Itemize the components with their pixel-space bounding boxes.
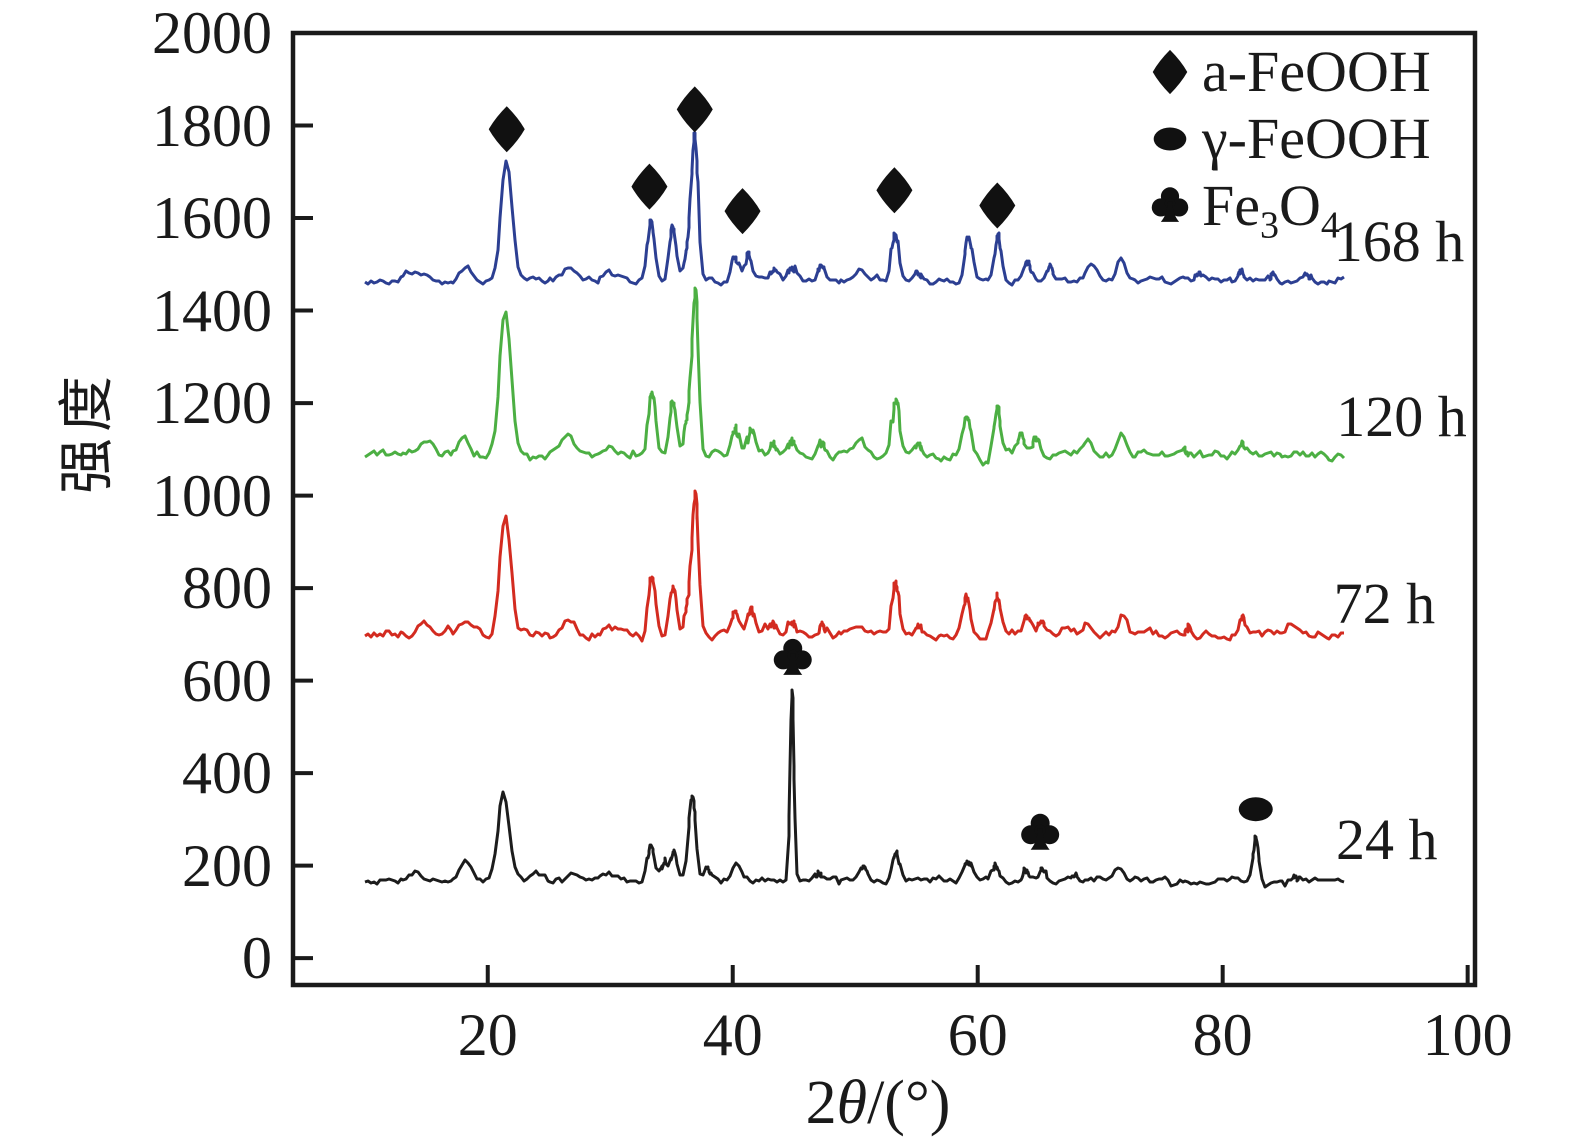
diamond-marker <box>724 188 761 235</box>
xrd-curve-120h <box>364 286 1346 467</box>
xrd-curve-72h <box>364 489 1344 643</box>
series-label-120h: 120 h <box>1336 383 1467 449</box>
x-tick-label: 100 <box>1422 1002 1513 1068</box>
y-tick-label: 400 <box>182 740 272 807</box>
x-tick-label: 20 <box>457 1002 518 1068</box>
legend-item-gamma-feooh: γ-FeOOH <box>1146 106 1566 171</box>
y-tick-label: 1800 <box>152 92 272 159</box>
y-tick-label: 1200 <box>152 370 272 437</box>
series-label-168h: 168 h <box>1333 209 1465 275</box>
legend-item-fe3o4: Fe3O4 <box>1146 173 1566 247</box>
y-tick-label: 1600 <box>152 185 272 252</box>
y-tick-label: 1000 <box>152 462 272 529</box>
y-tick-label: 600 <box>182 647 272 714</box>
diamond-marker <box>631 163 668 210</box>
oval-icon <box>1153 127 1187 151</box>
legend-label-fe3o4: Fe3O4 <box>1202 173 1340 247</box>
x-axis-label-theta: θ <box>836 1069 868 1137</box>
series-label-24h: 24 h <box>1336 807 1438 873</box>
x-axis-label-suffix: /(°) <box>867 1069 951 1137</box>
club-marker <box>1021 813 1060 850</box>
x-tick-label: 60 <box>947 1002 1008 1068</box>
x-tick-label: 80 <box>1192 1002 1253 1068</box>
series-label-72h: 72 h <box>1333 571 1436 637</box>
legend-label-a-feooh: a-FeOOH <box>1202 39 1431 104</box>
x-axis-label-prefix: 2 <box>805 1069 837 1137</box>
y-axis-label: 强度 <box>55 370 120 494</box>
diamond-marker <box>676 86 713 133</box>
x-axis-label: 2θ/(°) <box>806 1072 951 1134</box>
oval-marker <box>1238 797 1273 822</box>
club-icon <box>1151 187 1189 222</box>
xrd-curve-168h <box>364 131 1345 287</box>
xrd-curve-24h <box>364 688 1345 889</box>
diamond-marker <box>488 106 525 153</box>
club-marker <box>773 638 812 675</box>
diamond-icon <box>1152 49 1188 95</box>
diamond-marker <box>979 182 1016 229</box>
legend-item-a-feooh: a-FeOOH <box>1146 39 1566 104</box>
y-tick-label: 0 <box>242 925 272 992</box>
y-tick-label: 1400 <box>152 277 272 344</box>
y-tick-label: 2000 <box>152 0 272 66</box>
y-tick-label: 200 <box>182 832 272 899</box>
y-tick-label: 800 <box>182 555 272 622</box>
plot-frame <box>290 30 1478 988</box>
legend-label-gamma-feooh: γ-FeOOH <box>1202 106 1431 171</box>
legend: a-FeOOH γ-FeOOH Fe3O4 <box>1146 39 1566 247</box>
x-tick-label: 40 <box>702 1002 763 1068</box>
diamond-marker <box>876 167 913 214</box>
